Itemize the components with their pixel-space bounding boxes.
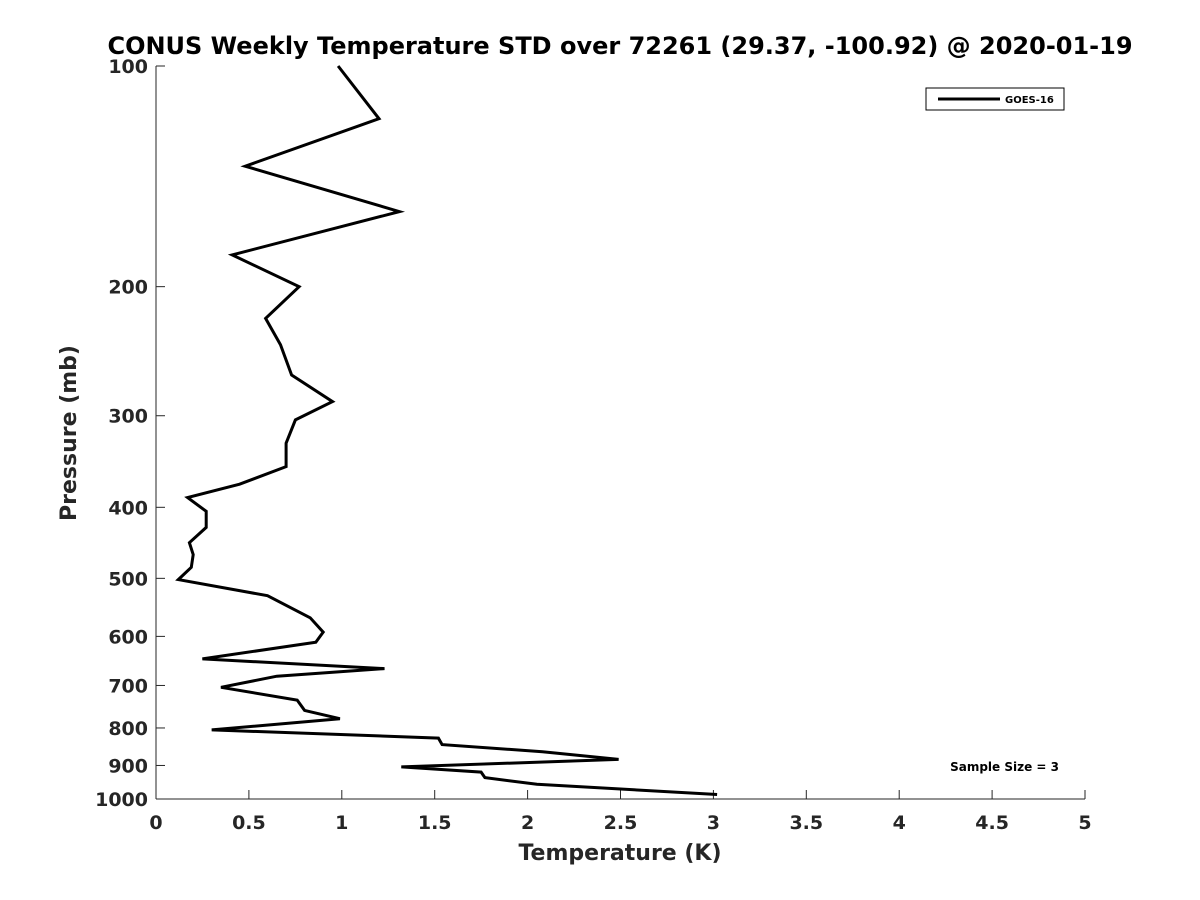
series-layer — [175, 65, 718, 796]
y-tick-label: 100 — [108, 56, 148, 78]
x-axis-label: Temperature (K) — [518, 841, 721, 866]
y-tick-label: 400 — [108, 497, 148, 519]
y-axis-label: Pressure (mb) — [57, 345, 82, 521]
series-line — [175, 65, 718, 796]
y-tick-label: 1000 — [95, 789, 148, 811]
x-tick-label: 4 — [893, 812, 906, 834]
y-tick-label: 900 — [108, 755, 148, 777]
sample-size-annotation: Sample Size = 3 — [950, 760, 1059, 774]
x-tick-label: 1.5 — [418, 812, 452, 834]
y-tick-label: 600 — [108, 626, 148, 648]
y-tick-label: 500 — [108, 568, 148, 590]
x-tick-label: 2.5 — [604, 812, 638, 834]
x-tick-label: 1 — [335, 812, 348, 834]
x-tick-label: 0 — [149, 812, 162, 834]
y-axis: 100 200 300 400 500 600 700 800 900 1000 — [95, 56, 165, 811]
legend-label: GOES-16 — [1005, 95, 1054, 106]
y-tick-label: 200 — [108, 277, 148, 299]
legend[interactable]: GOES-16 — [925, 87, 1065, 111]
x-tick-label: 0.5 — [232, 812, 266, 834]
plot-frame — [155, 66, 1085, 800]
chart-title: CONUS Weekly Temperature STD over 72261 … — [107, 32, 1132, 60]
x-tick-label: 4.5 — [975, 812, 1009, 834]
y-tick-label: 800 — [108, 718, 148, 740]
y-tick-label: 300 — [108, 406, 148, 428]
x-tick-label: 5 — [1078, 812, 1091, 834]
x-tick-label: 3 — [707, 812, 720, 834]
x-tick-label: 3.5 — [789, 812, 823, 834]
x-axis: 0 0.5 1 1.5 2 2.5 3 3.5 4 4.5 5 — [149, 790, 1092, 834]
x-tick-label: 2 — [521, 812, 534, 834]
y-tick-label: 700 — [108, 675, 148, 697]
